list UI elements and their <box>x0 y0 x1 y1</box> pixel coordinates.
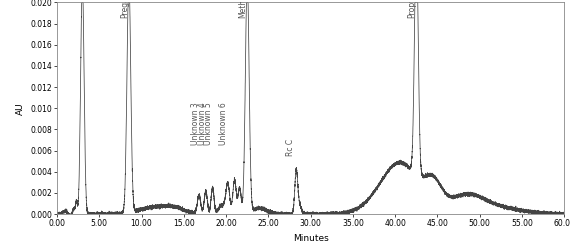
Text: Unknown 6: Unknown 6 <box>219 103 228 145</box>
Y-axis label: AU: AU <box>16 102 25 115</box>
Text: Unknown 5: Unknown 5 <box>205 103 213 145</box>
Text: Methylparaben: Methylparaben <box>238 0 247 18</box>
Text: Unknown 3: Unknown 3 <box>191 103 200 145</box>
Text: Pregabalin: Pregabalin <box>120 0 129 18</box>
Text: Unknown 4: Unknown 4 <box>198 103 207 145</box>
Text: Rc C: Rc C <box>287 139 295 156</box>
X-axis label: Minutes: Minutes <box>293 234 328 243</box>
Text: Propylparaben: Propylparaben <box>408 0 416 18</box>
